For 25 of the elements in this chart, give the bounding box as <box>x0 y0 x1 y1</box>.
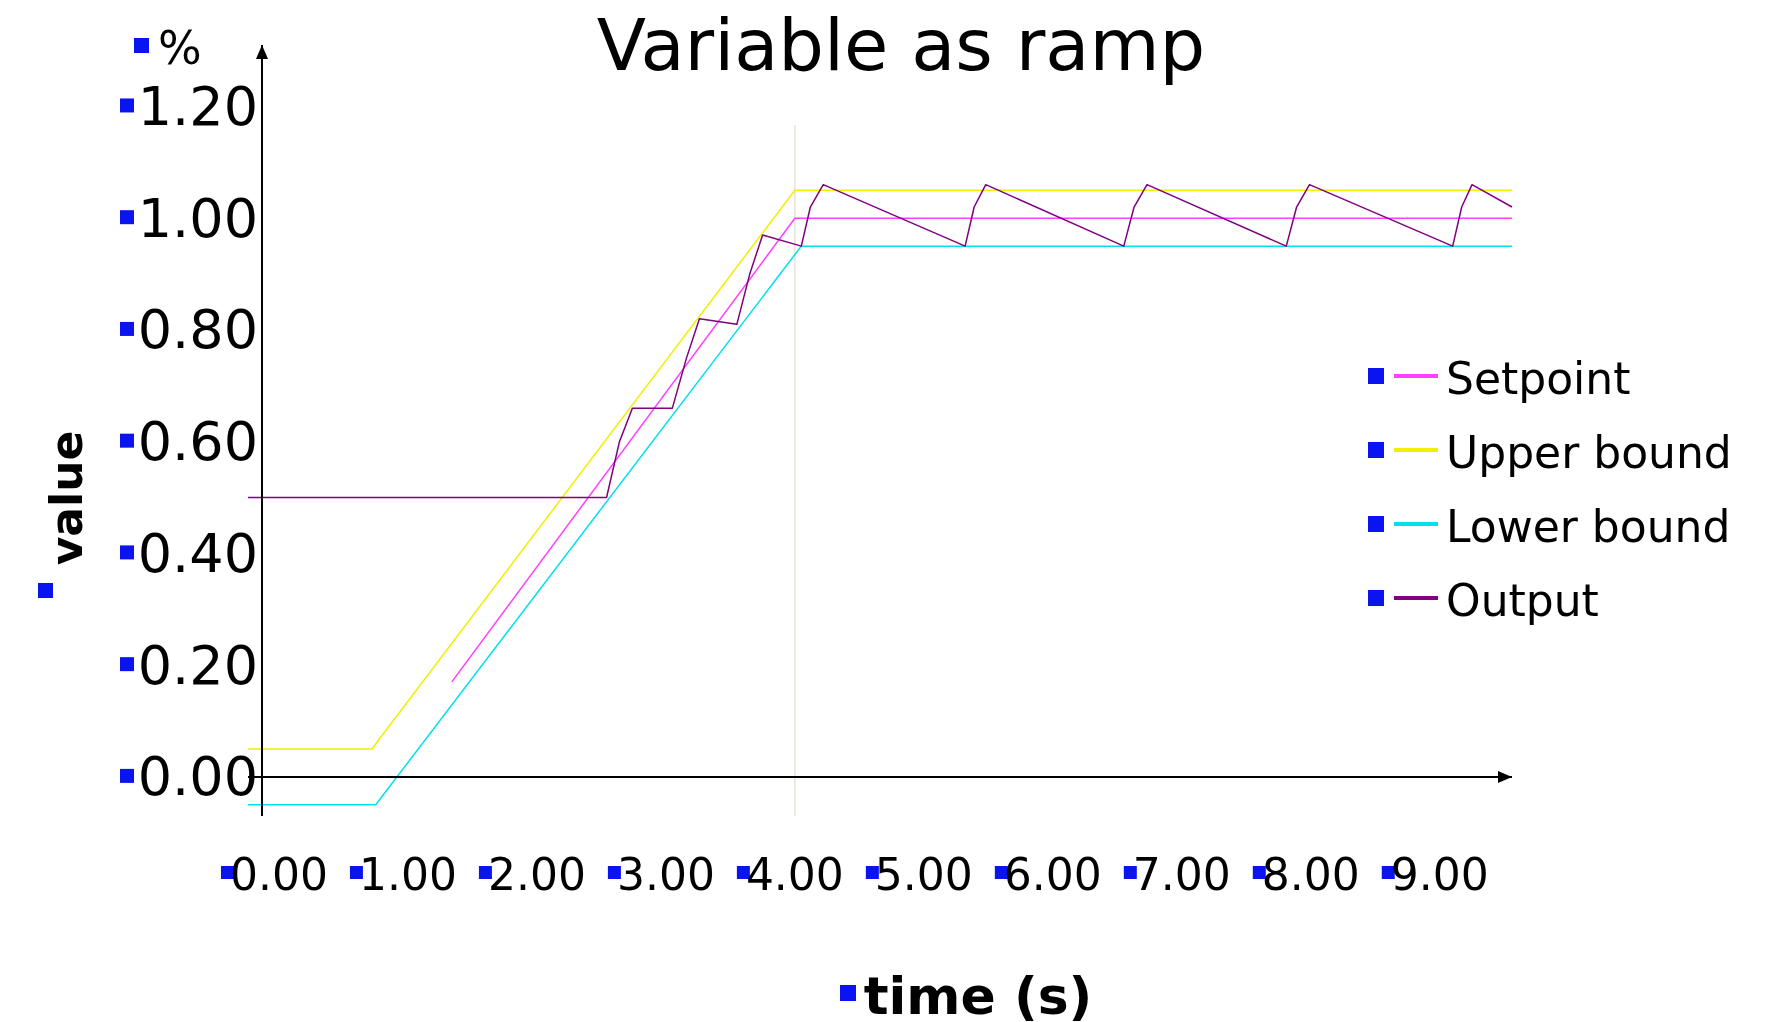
y-tick-label: 0.80 <box>137 298 258 362</box>
x-tick-label: 4.00 <box>745 848 844 900</box>
y-tick-label: 1.20 <box>137 74 258 138</box>
chart-title: Variable as ramp <box>596 3 1206 87</box>
legend-label: Upper bound <box>1446 426 1732 478</box>
y-axis-title: value <box>40 430 92 566</box>
x-tick-label: 0.00 <box>229 848 328 900</box>
x-tick-label: 5.00 <box>874 848 973 900</box>
x-tick-label: 9.00 <box>1390 848 1489 900</box>
x-tick-label: 2.00 <box>487 848 586 900</box>
x-tick-label: 1.00 <box>358 848 457 900</box>
legend-label: Setpoint <box>1446 352 1631 404</box>
legend-label: Output <box>1446 574 1599 626</box>
x-axis-title: time (s) <box>863 966 1093 1022</box>
x-tick-label: 7.00 <box>1132 848 1231 900</box>
y-tick-label: 0.40 <box>137 521 258 585</box>
y-tick-label: 0.20 <box>137 633 258 697</box>
y-tick-label: 0.60 <box>137 410 258 474</box>
x-tick-label: 6.00 <box>1003 848 1102 900</box>
y-tick-label: 1.00 <box>137 186 258 250</box>
text: % <box>158 21 202 75</box>
legend-label: Lower bound <box>1446 500 1731 552</box>
y-tick-label: 0.00 <box>137 745 258 809</box>
x-tick-label: 8.00 <box>1261 848 1360 900</box>
x-tick-label: 3.00 <box>616 848 715 900</box>
